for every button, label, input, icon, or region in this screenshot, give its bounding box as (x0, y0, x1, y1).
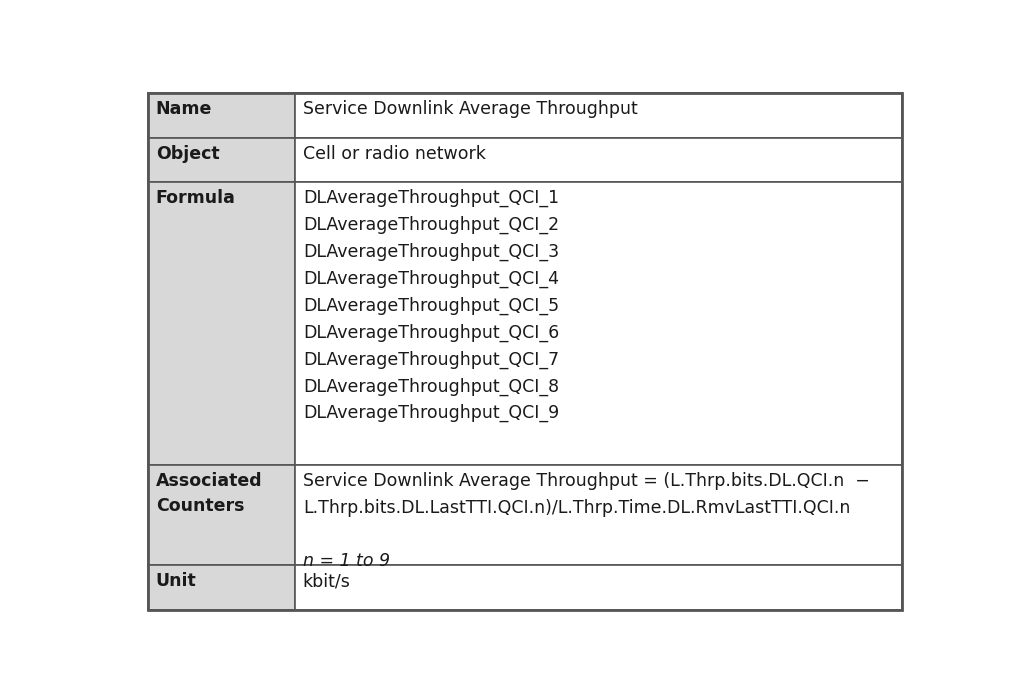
Bar (295, 93, 902, 138)
Text: Formula: Formula (156, 189, 236, 207)
Bar (147, 138, 295, 182)
Text: DLAverageThroughput_QCI_6: DLAverageThroughput_QCI_6 (303, 324, 559, 342)
Text: kbit/s: kbit/s (303, 572, 350, 590)
Bar (295, 565, 902, 610)
Text: DLAverageThroughput_QCI_8: DLAverageThroughput_QCI_8 (303, 377, 559, 395)
Text: Object: Object (156, 145, 219, 163)
Text: DLAverageThroughput_QCI_3: DLAverageThroughput_QCI_3 (303, 243, 559, 261)
Bar (147, 93, 295, 138)
Text: Cell or radio network: Cell or radio network (303, 145, 485, 163)
Text: Service Downlink Average Throughput = (L.Thrp.bits.DL.QCI.n  −: Service Downlink Average Throughput = (L… (303, 472, 869, 490)
Text: Service Downlink Average Throughput: Service Downlink Average Throughput (303, 100, 638, 118)
Bar (147, 565, 295, 610)
Text: DLAverageThroughput_QCI_5: DLAverageThroughput_QCI_5 (303, 296, 559, 315)
Bar (147, 182, 295, 465)
Text: Unit: Unit (156, 572, 197, 590)
Bar (295, 138, 902, 182)
Bar (295, 465, 902, 565)
Text: L.Thrp.bits.DL.LastTTI.QCI.n)/L.Thrp.Time.DL.RmvLastTTI.QCI.n: L.Thrp.bits.DL.LastTTI.QCI.n)/L.Thrp.Tim… (303, 498, 850, 516)
Text: n = 1 to 9: n = 1 to 9 (303, 553, 390, 570)
Bar (295, 182, 902, 465)
Text: Name: Name (156, 100, 212, 118)
Text: Associated
Counters: Associated Counters (156, 472, 262, 515)
Text: DLAverageThroughput_QCI_2: DLAverageThroughput_QCI_2 (303, 216, 559, 235)
Text: DLAverageThroughput_QCI_7: DLAverageThroughput_QCI_7 (303, 350, 559, 369)
Text: DLAverageThroughput_QCI_4: DLAverageThroughput_QCI_4 (303, 270, 559, 288)
Text: DLAverageThroughput_QCI_1: DLAverageThroughput_QCI_1 (303, 189, 559, 207)
Text: DLAverageThroughput_QCI_9: DLAverageThroughput_QCI_9 (303, 404, 559, 422)
Bar (147, 465, 295, 565)
